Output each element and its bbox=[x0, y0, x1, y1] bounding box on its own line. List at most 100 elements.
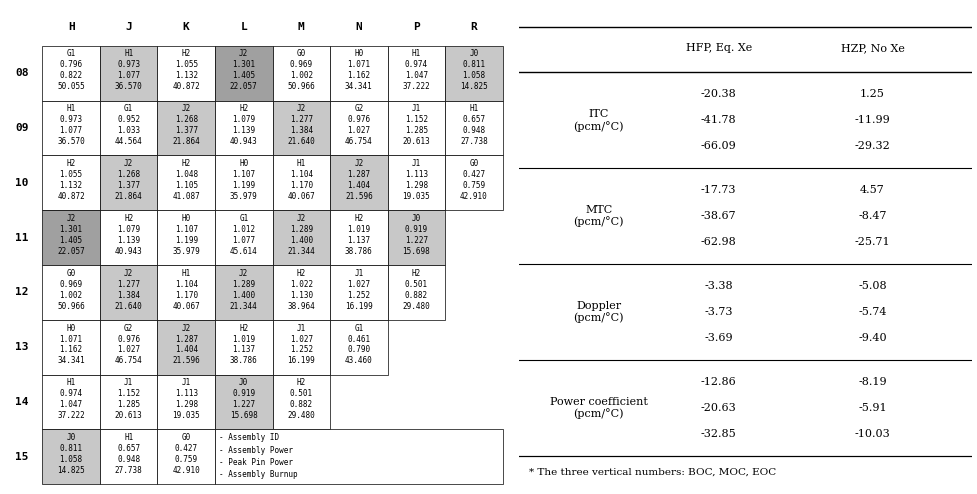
Text: 40.943: 40.943 bbox=[115, 247, 143, 256]
Text: 0.759: 0.759 bbox=[175, 455, 197, 464]
Text: H1: H1 bbox=[297, 159, 306, 168]
Text: 46.754: 46.754 bbox=[115, 357, 143, 366]
Text: 0.501: 0.501 bbox=[404, 280, 428, 288]
Text: J2: J2 bbox=[297, 214, 306, 223]
Text: 1.384: 1.384 bbox=[117, 290, 141, 300]
Text: 44.564: 44.564 bbox=[115, 137, 143, 146]
Text: 1.384: 1.384 bbox=[290, 126, 313, 135]
Bar bbox=[157, 210, 215, 265]
Text: - Assembly ID: - Assembly ID bbox=[219, 434, 279, 443]
Text: -3.73: -3.73 bbox=[704, 307, 733, 317]
Bar bbox=[388, 210, 446, 265]
Text: 21.596: 21.596 bbox=[172, 357, 200, 366]
Text: -10.03: -10.03 bbox=[855, 429, 890, 439]
Text: J1: J1 bbox=[182, 378, 191, 387]
Text: 0.919: 0.919 bbox=[404, 225, 428, 234]
Text: 0.790: 0.790 bbox=[347, 345, 370, 355]
Text: -3.38: -3.38 bbox=[704, 281, 733, 291]
Text: 21.864: 21.864 bbox=[172, 137, 200, 146]
Text: J1: J1 bbox=[124, 378, 133, 387]
Text: 1.107: 1.107 bbox=[175, 225, 197, 234]
Text: 0.427: 0.427 bbox=[462, 170, 486, 179]
Text: 40.067: 40.067 bbox=[172, 302, 200, 311]
Text: 19.035: 19.035 bbox=[403, 192, 430, 201]
Text: 1.400: 1.400 bbox=[290, 236, 313, 245]
Text: -29.32: -29.32 bbox=[855, 141, 890, 151]
Text: 1.252: 1.252 bbox=[290, 345, 313, 355]
Text: J2: J2 bbox=[182, 324, 191, 332]
Text: 1.058: 1.058 bbox=[60, 455, 83, 464]
Text: 4.57: 4.57 bbox=[860, 185, 885, 195]
Text: 42.910: 42.910 bbox=[172, 466, 200, 475]
Text: 1.002: 1.002 bbox=[60, 290, 83, 300]
Bar bbox=[330, 265, 388, 320]
Text: 1.055: 1.055 bbox=[175, 60, 197, 70]
Text: -41.78: -41.78 bbox=[701, 115, 737, 125]
Text: 40.943: 40.943 bbox=[230, 137, 258, 146]
Text: - Peak Pin Power: - Peak Pin Power bbox=[219, 458, 293, 467]
Bar bbox=[388, 101, 446, 156]
Text: 1.287: 1.287 bbox=[347, 170, 370, 179]
Text: 29.480: 29.480 bbox=[403, 302, 430, 311]
Bar bbox=[215, 374, 273, 429]
Text: 13: 13 bbox=[15, 342, 28, 352]
Text: G0: G0 bbox=[469, 159, 479, 168]
Bar bbox=[157, 429, 215, 484]
Text: 1.287: 1.287 bbox=[175, 334, 197, 343]
Text: 15.698: 15.698 bbox=[230, 412, 258, 420]
Text: 1.107: 1.107 bbox=[233, 170, 255, 179]
Text: 0.974: 0.974 bbox=[404, 60, 428, 70]
Text: G1: G1 bbox=[355, 324, 363, 332]
Text: H1: H1 bbox=[469, 104, 479, 113]
Text: J0: J0 bbox=[469, 49, 479, 58]
Text: (pcm/°C): (pcm/°C) bbox=[573, 313, 624, 324]
Text: 0.657: 0.657 bbox=[117, 444, 141, 453]
Text: 1.012: 1.012 bbox=[233, 225, 255, 234]
Text: -38.67: -38.67 bbox=[701, 211, 737, 221]
Text: J2: J2 bbox=[355, 159, 363, 168]
Text: -25.71: -25.71 bbox=[855, 237, 890, 247]
Text: 1.132: 1.132 bbox=[175, 71, 197, 81]
Text: J1: J1 bbox=[411, 159, 421, 168]
Text: L: L bbox=[240, 22, 247, 33]
Text: 1.277: 1.277 bbox=[290, 115, 313, 124]
Text: -20.38: -20.38 bbox=[701, 89, 737, 99]
Text: 1.027: 1.027 bbox=[347, 280, 370, 288]
Text: 37.222: 37.222 bbox=[58, 412, 85, 420]
Text: 1.199: 1.199 bbox=[233, 181, 255, 190]
Text: 1.377: 1.377 bbox=[175, 126, 197, 135]
Text: -12.86: -12.86 bbox=[701, 377, 737, 387]
Text: J0: J0 bbox=[239, 378, 248, 387]
Text: -5.91: -5.91 bbox=[858, 403, 887, 412]
Text: 1.162: 1.162 bbox=[347, 71, 370, 81]
Text: 36.570: 36.570 bbox=[115, 82, 143, 91]
Bar bbox=[330, 101, 388, 156]
Text: 38.786: 38.786 bbox=[230, 357, 258, 366]
Text: H2: H2 bbox=[355, 214, 363, 223]
Bar bbox=[273, 374, 330, 429]
Bar bbox=[157, 320, 215, 374]
Text: -3.69: -3.69 bbox=[704, 332, 733, 343]
Text: 50.966: 50.966 bbox=[58, 302, 85, 311]
Text: 0.796: 0.796 bbox=[60, 60, 83, 70]
Text: 14: 14 bbox=[15, 397, 28, 407]
Bar bbox=[42, 265, 100, 320]
Bar bbox=[100, 429, 157, 484]
Text: -5.74: -5.74 bbox=[858, 307, 887, 317]
Text: 0.882: 0.882 bbox=[404, 290, 428, 300]
Text: 08: 08 bbox=[15, 68, 28, 78]
Text: 16.199: 16.199 bbox=[345, 302, 372, 311]
Text: H0: H0 bbox=[182, 214, 191, 223]
Bar bbox=[273, 46, 330, 101]
Text: 29.480: 29.480 bbox=[287, 412, 316, 420]
Text: 0.948: 0.948 bbox=[462, 126, 486, 135]
Bar bbox=[215, 265, 273, 320]
Text: G1: G1 bbox=[66, 49, 76, 58]
Text: 1.289: 1.289 bbox=[233, 280, 255, 288]
Text: H: H bbox=[67, 22, 74, 33]
Text: 21.640: 21.640 bbox=[115, 302, 143, 311]
Text: HFP, Eq. Xe: HFP, Eq. Xe bbox=[686, 43, 751, 53]
Text: J2: J2 bbox=[297, 104, 306, 113]
Text: 1.289: 1.289 bbox=[290, 225, 313, 234]
Text: 15: 15 bbox=[15, 452, 28, 462]
